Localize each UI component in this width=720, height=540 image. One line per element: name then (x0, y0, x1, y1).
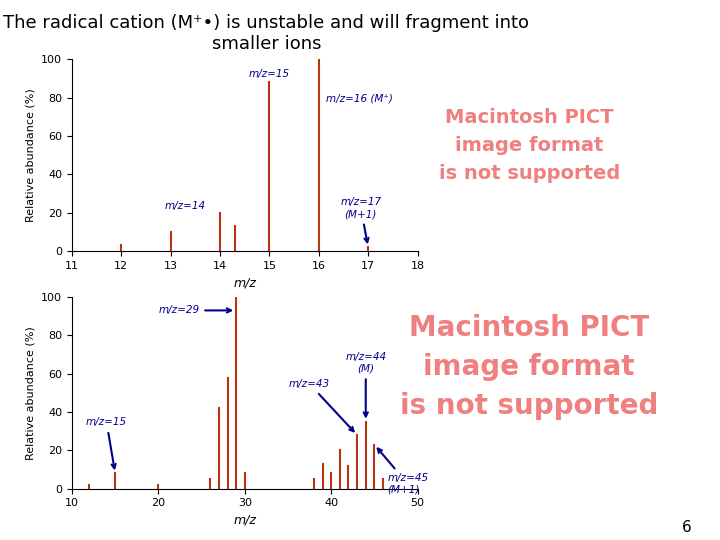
Text: smaller ions: smaller ions (212, 35, 321, 53)
Text: Macintosh PICT
image format
is not supported: Macintosh PICT image format is not suppo… (438, 109, 620, 183)
Y-axis label: Relative abundance (%): Relative abundance (%) (26, 89, 36, 222)
Text: 6: 6 (681, 519, 691, 535)
X-axis label: m/z: m/z (233, 514, 256, 527)
Text: m/z=44
(M): m/z=44 (M) (345, 352, 387, 416)
Text: m/z=45
(M+1): m/z=45 (M+1) (378, 449, 428, 495)
Text: Macintosh PICT
image format
is not supported: Macintosh PICT image format is not suppo… (400, 314, 658, 420)
Text: m/z=15: m/z=15 (249, 69, 290, 78)
Text: m/z=17
(M+1): m/z=17 (M+1) (341, 198, 382, 242)
Text: m/z=15: m/z=15 (86, 417, 127, 468)
X-axis label: m/z: m/z (233, 276, 256, 289)
Text: m/z=29: m/z=29 (158, 306, 231, 315)
Text: The radical cation (M⁺•) is unstable and will fragment into: The radical cation (M⁺•) is unstable and… (4, 14, 529, 31)
Text: m/z=43: m/z=43 (289, 379, 354, 431)
Text: m/z=14: m/z=14 (164, 201, 205, 211)
Text: m/z=16 (M⁺): m/z=16 (M⁺) (326, 94, 393, 104)
Y-axis label: Relative abundance (%): Relative abundance (%) (26, 326, 36, 460)
